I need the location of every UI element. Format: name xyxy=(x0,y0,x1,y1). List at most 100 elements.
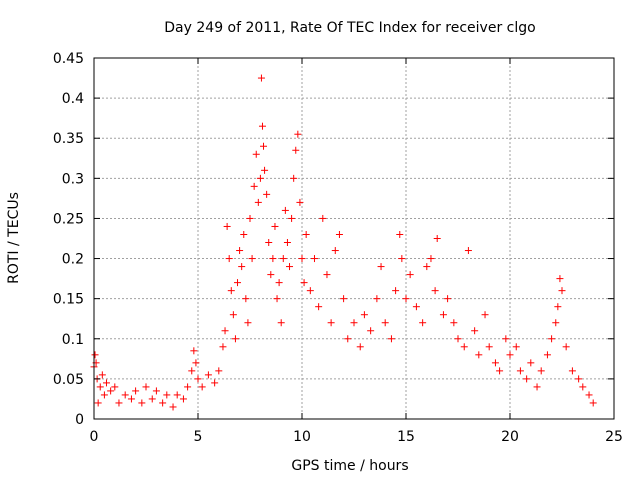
data-point xyxy=(481,311,489,319)
data-point xyxy=(344,335,352,343)
data-point xyxy=(367,327,375,335)
data-point xyxy=(300,279,308,287)
data-point xyxy=(250,182,258,190)
data-point xyxy=(275,279,283,287)
data-point xyxy=(288,214,296,222)
data-point xyxy=(163,391,171,399)
data-point xyxy=(190,347,198,355)
data-point xyxy=(252,150,260,158)
data-point xyxy=(460,343,468,351)
data-point xyxy=(360,311,368,319)
data-point xyxy=(242,295,250,303)
data-point xyxy=(290,174,298,182)
data-point xyxy=(152,387,160,395)
data-point xyxy=(585,391,593,399)
data-point xyxy=(229,311,237,319)
data-point xyxy=(331,247,339,255)
data-point xyxy=(298,255,306,263)
y-tick-label: 0.4 xyxy=(62,91,84,107)
data-point xyxy=(558,287,566,295)
data-point xyxy=(265,239,273,247)
data-point xyxy=(91,351,99,359)
data-point xyxy=(94,399,102,407)
data-point xyxy=(246,214,254,222)
data-point xyxy=(111,383,119,391)
data-point xyxy=(340,295,348,303)
data-point xyxy=(231,335,239,343)
data-point xyxy=(148,395,156,403)
x-tick-label: 5 xyxy=(194,429,203,445)
data-point xyxy=(373,295,381,303)
data-point xyxy=(548,335,556,343)
data-point xyxy=(296,198,304,206)
axis-ticks xyxy=(93,57,615,420)
data-point xyxy=(132,387,140,395)
data-point xyxy=(283,239,291,247)
data-point xyxy=(568,367,576,375)
y-axis-tick-labels: 0 0.05 0.1 0.15 0.2 0.25 0.3 0.35 0.4 0.45 xyxy=(53,51,84,428)
data-point xyxy=(269,255,277,263)
data-point xyxy=(236,247,244,255)
data-point xyxy=(294,130,302,138)
data-point xyxy=(527,359,535,367)
data-point xyxy=(227,287,235,295)
data-point xyxy=(258,122,266,130)
data-point xyxy=(192,359,200,367)
data-point xyxy=(419,319,427,327)
data-point xyxy=(184,383,192,391)
data-point xyxy=(306,287,314,295)
data-point xyxy=(115,399,123,407)
data-point xyxy=(450,319,458,327)
data-point xyxy=(427,255,435,263)
data-point xyxy=(159,399,167,407)
data-point xyxy=(485,343,493,351)
data-point xyxy=(387,335,395,343)
data-point xyxy=(579,383,587,391)
data-points xyxy=(90,74,597,411)
data-point xyxy=(238,263,246,271)
data-point xyxy=(402,295,410,303)
data-point xyxy=(211,379,219,387)
data-point xyxy=(556,275,564,283)
data-point xyxy=(260,142,268,150)
data-point xyxy=(533,383,541,391)
x-tick-label: 15 xyxy=(397,429,415,445)
data-point xyxy=(496,367,504,375)
data-point xyxy=(267,271,275,279)
data-point xyxy=(198,383,206,391)
y-tick-label: 0.3 xyxy=(62,171,84,187)
data-point xyxy=(281,206,289,214)
y-axis-label: ROTI / TECUs xyxy=(6,192,22,284)
data-point xyxy=(562,343,570,351)
data-point xyxy=(464,247,472,255)
data-point xyxy=(552,319,560,327)
data-point xyxy=(142,383,150,391)
data-point xyxy=(121,391,129,399)
data-point xyxy=(127,395,135,403)
data-point xyxy=(98,371,106,379)
x-tick-label: 25 xyxy=(605,429,623,445)
data-point xyxy=(454,335,462,343)
data-point xyxy=(225,255,233,263)
data-point xyxy=(102,379,110,387)
y-tick-label: 0.1 xyxy=(62,332,84,348)
y-tick-label: 0 xyxy=(75,412,84,428)
y-tick-label: 0.2 xyxy=(62,252,84,268)
data-point xyxy=(439,311,447,319)
data-point xyxy=(506,351,514,359)
data-point xyxy=(356,343,364,351)
data-point xyxy=(179,395,187,403)
data-point xyxy=(277,319,285,327)
data-point xyxy=(221,327,229,335)
data-point xyxy=(396,230,404,238)
data-point xyxy=(219,343,227,351)
x-tick-label: 10 xyxy=(293,429,311,445)
y-tick-label: 0.15 xyxy=(53,292,84,308)
data-point xyxy=(244,319,252,327)
data-point xyxy=(215,367,223,375)
data-point xyxy=(169,403,177,411)
data-point xyxy=(431,287,439,295)
y-tick-label: 0.35 xyxy=(53,131,84,147)
data-point xyxy=(254,198,262,206)
data-point xyxy=(491,359,499,367)
